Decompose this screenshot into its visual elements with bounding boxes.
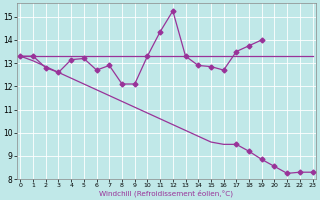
X-axis label: Windchill (Refroidissement éolien,°C): Windchill (Refroidissement éolien,°C) [100, 190, 234, 197]
